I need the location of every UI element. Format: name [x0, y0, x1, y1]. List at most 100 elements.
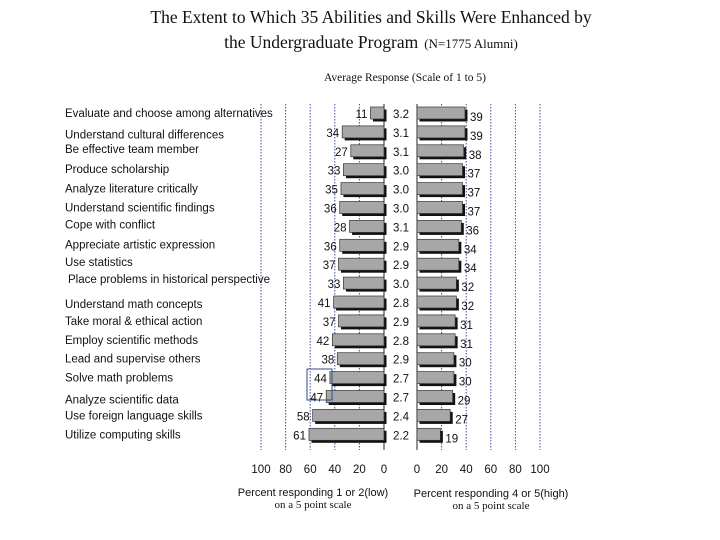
high-value-label: 30	[459, 358, 472, 370]
low-bar	[338, 257, 385, 271]
right-axis-label-line-2: on a 5 point scale	[453, 500, 530, 512]
high-bar	[416, 201, 463, 214]
average-value-label: 3.0	[393, 166, 409, 178]
high-value-label: 19	[445, 433, 458, 445]
high-percent-values: 39 39 38 37 37 37 36 34 34 32 32 31 31 30 30 29 27 19	[445, 112, 482, 445]
category-label: Understand cultural differences	[65, 129, 224, 141]
high-value-label: 29	[458, 396, 471, 408]
category-label: Lead and supervise others	[65, 354, 201, 366]
average-value-label: 2.7	[393, 374, 409, 386]
low-bar	[349, 220, 385, 233]
left-tick-label: 100	[251, 464, 270, 476]
low-value-label: 28	[334, 222, 347, 234]
chart-title-line-1: The Extent to Which 35 Abilities and Ski…	[150, 7, 591, 27]
high-value-label: 38	[469, 150, 482, 162]
average-value-label: 2.7	[393, 393, 409, 405]
category-label: Solve math problems	[65, 373, 173, 385]
high-bar	[416, 427, 441, 441]
left-tick-label: 80	[279, 464, 292, 476]
average-value-label: 3.1	[393, 128, 409, 140]
low-bar	[341, 125, 385, 139]
low-bar	[350, 144, 385, 158]
high-value-label: 34	[464, 263, 477, 275]
low-bar	[312, 409, 385, 422]
right-tick-label: 0	[414, 464, 420, 476]
low-bar	[325, 390, 385, 403]
high-bar	[416, 371, 455, 384]
high-value-label: 39	[470, 131, 483, 143]
high-value-label: 32	[461, 301, 474, 313]
low-bar	[340, 182, 385, 195]
high-bar	[416, 390, 454, 403]
right-axis-ticks: 0 20 40 60 80 100	[414, 464, 550, 476]
category-label: Employ scientific methods	[65, 335, 198, 347]
right-axis-label-line-1: Percent responding 4 or 5(high)	[414, 488, 569, 500]
high-value-label: 32	[461, 282, 474, 294]
category-label: Evaluate and choose among alternatives	[65, 108, 273, 120]
high-bar	[416, 163, 463, 177]
low-bar	[343, 276, 385, 290]
high-bar	[416, 314, 456, 328]
left-axis-ticks: 100 80 60 40 20 0	[251, 464, 387, 476]
left-tick-label: 0	[381, 464, 387, 476]
category-label: Use statistics	[65, 257, 133, 269]
category-label: Utilize computing skills	[65, 429, 181, 441]
high-value-label: 37	[468, 207, 481, 219]
low-value-label: 36	[324, 241, 337, 253]
low-value-label: 58	[297, 411, 310, 423]
low-value-label: 61	[293, 430, 306, 442]
low-value-label: 47	[310, 393, 323, 405]
category-label: Place problems in historical perspective	[68, 274, 270, 286]
right-tick-label: 100	[530, 464, 549, 476]
average-value-label: 3.1	[393, 222, 409, 234]
category-label: Analyze literature critically	[65, 184, 198, 196]
average-value-label: 2.9	[393, 317, 409, 329]
average-value-label: 2.9	[393, 355, 409, 367]
right-tick-label: 60	[484, 464, 497, 476]
category-label: Analyze scientific data	[65, 395, 179, 407]
category-label: Produce scholarship	[65, 164, 169, 176]
chart-title-main: the Undergraduate Program	[224, 32, 418, 52]
low-bar	[331, 333, 385, 347]
low-value-label: 27	[335, 147, 348, 159]
high-bar	[416, 220, 462, 233]
high-value-label: 36	[466, 225, 479, 237]
high-bar	[416, 276, 457, 290]
low-bar	[329, 371, 385, 384]
high-value-label: 39	[470, 112, 483, 124]
low-bar	[333, 295, 385, 309]
low-bar	[370, 106, 385, 120]
high-value-label: 27	[455, 414, 468, 426]
category-label: Understand math concepts	[65, 299, 203, 311]
category-label: Use foreign language skills	[65, 410, 203, 422]
high-bar	[416, 409, 451, 422]
high-value-label: 37	[468, 169, 481, 181]
left-tick-label: 20	[353, 464, 366, 476]
high-bar	[416, 144, 465, 158]
average-response-header: Average Response (Scale of 1 to 5)	[324, 72, 486, 84]
right-tick-label: 40	[460, 464, 473, 476]
high-bar	[416, 333, 456, 347]
low-value-label: 37	[323, 317, 336, 329]
average-value-label: 3.2	[393, 109, 409, 121]
low-value-label: 35	[325, 185, 338, 197]
category-label: Understand scientific findings	[65, 202, 215, 214]
left-axis-label-line-2: on a 5 point scale	[275, 499, 352, 511]
high-bar	[416, 106, 466, 120]
low-bar	[308, 427, 385, 441]
low-value-label: 37	[323, 260, 336, 272]
average-value-label: 2.9	[393, 260, 409, 272]
low-value-label: 42	[317, 336, 330, 348]
low-bar	[338, 314, 385, 328]
average-value-label: 3.0	[393, 185, 409, 197]
average-values: 3.2 3.1 3.1 3.0 3.0 3.0 3.1 2.9 2.9 3.0 2.8 2.9 2.8 2…	[393, 109, 410, 442]
low-value-label: 44	[314, 374, 327, 386]
low-bar	[339, 238, 385, 252]
average-value-label: 3.0	[393, 204, 409, 216]
high-bar	[416, 125, 466, 139]
category-label: Cope with conflict	[65, 219, 156, 231]
left-tick-label: 60	[304, 464, 317, 476]
average-value-label: 3.1	[393, 147, 409, 159]
